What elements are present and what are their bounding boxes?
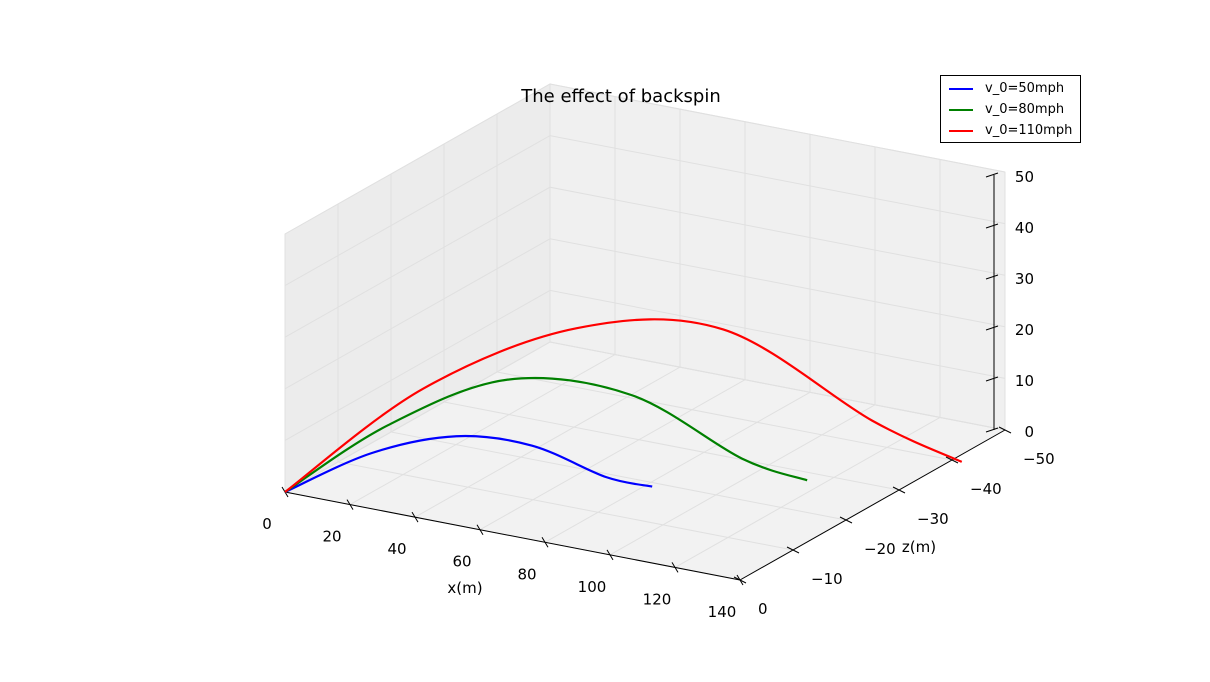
series-line-1 [284, 434, 653, 494]
x-axis-label: x(m) [447, 579, 482, 597]
legend-swatch-2 [949, 109, 973, 111]
x-tick-label: 0 [262, 515, 272, 533]
grid-line-y [284, 135, 1006, 287]
x-tick-label: 100 [578, 578, 607, 596]
z-tick [839, 516, 853, 524]
y-tick-label: 40 [1015, 219, 1034, 237]
z-tick-label: −30 [917, 510, 949, 528]
z-tick [892, 486, 906, 494]
grid-line-y [284, 238, 1006, 390]
y-tick [985, 172, 999, 178]
legend-swatch-1 [949, 88, 973, 90]
z-tick-label: −20 [864, 540, 896, 558]
chart-grid [284, 83, 1006, 581]
y-tick-label: 50 [1015, 168, 1034, 186]
series-line-2 [284, 376, 808, 493]
x-tick [346, 499, 354, 510]
legend-label-2: v_0=80mph [985, 102, 1065, 117]
chart-title: The effect of backspin [521, 86, 721, 107]
y-tick-label: 0 [1024, 423, 1034, 441]
z-tick-label: 0 [758, 600, 768, 618]
legend-label-1: v_0=50mph [985, 81, 1065, 96]
chart-ticks: 0 20 40 60 80 100 120 140 0 −10 −20 −30 −40 −50 0 10 20 3… [262, 168, 1054, 621]
y-tick [985, 376, 999, 382]
x-tick [671, 562, 679, 573]
chart-axes [284, 175, 1006, 581]
z-tick [733, 576, 747, 584]
x-tick [476, 524, 484, 535]
x-tick-label: 80 [517, 565, 536, 583]
legend-label-3: v_0=110mph [985, 123, 1073, 138]
series-line-3 [284, 318, 963, 493]
chart-series [284, 318, 963, 494]
grid-line-y [284, 83, 1006, 235]
x-tick [411, 511, 419, 523]
z-tick-label: −10 [811, 570, 843, 588]
x-tick [606, 549, 614, 561]
z-axis-line [739, 429, 1006, 581]
chart-legend: v_0=50mph v_0=80mph v_0=110mph [940, 75, 1081, 143]
grid-line-y [284, 341, 1006, 493]
legend-item-1: v_0=50mph [949, 79, 1079, 99]
x-tick-label: 60 [452, 553, 471, 571]
y-tick-label: 30 [1015, 270, 1034, 288]
chart-panes [283, 83, 1007, 581]
grid-line-y [284, 186, 1006, 338]
y-tick [985, 427, 999, 433]
z-tick [786, 546, 800, 554]
legend-swatch-3 [949, 130, 973, 132]
z-tick [998, 426, 1012, 434]
y-tick [985, 274, 999, 280]
z-tick-label: −50 [1023, 450, 1055, 468]
grid-line-y [284, 289, 1006, 441]
x-tick-label: 140 [708, 603, 737, 621]
x-tick-label: 120 [643, 590, 672, 608]
y-tick-label: 10 [1015, 372, 1034, 390]
z-tick [945, 456, 959, 464]
z-tick-label: −40 [970, 480, 1002, 498]
x-tick [541, 537, 549, 548]
legend-item-2: v_0=80mph [949, 100, 1079, 120]
x-tick-label: 40 [387, 540, 406, 558]
legend-item-3: v_0=110mph [949, 121, 1079, 141]
x-tick-label: 20 [322, 528, 341, 546]
z-axis-label: z(m) [902, 538, 936, 556]
y-tick [985, 325, 999, 331]
y-tick-label: 20 [1015, 321, 1034, 339]
x-axis-line [284, 491, 741, 581]
y-tick [985, 223, 999, 229]
